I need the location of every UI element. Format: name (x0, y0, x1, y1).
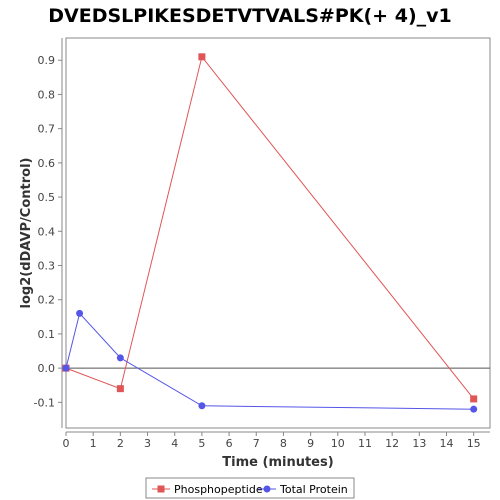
y-tick-label: 0.3 (38, 260, 56, 273)
x-tick-label: 4 (171, 437, 178, 450)
legend-item: Phosphopeptide (152, 483, 263, 496)
y-tick-label: -0.1 (34, 396, 55, 409)
legend-marker (263, 485, 271, 493)
legend-label: Phosphopeptide (174, 483, 263, 496)
legend-box (145, 477, 355, 499)
x-tick-label: 9 (307, 437, 314, 450)
y-tick-label: 0.4 (38, 225, 56, 238)
x-tick-label: 1 (90, 437, 97, 450)
data-point (76, 309, 84, 317)
series-line (65, 55, 475, 400)
x-tick-label: 7 (253, 437, 260, 450)
data-point (470, 405, 478, 413)
series-layer (62, 53, 478, 413)
y-tick-label: 0.2 (38, 294, 56, 307)
legend-item: Total Protein (258, 483, 348, 496)
y-tick-label: 0.7 (38, 123, 56, 136)
x-tick-label: 3 (144, 437, 151, 450)
data-point (116, 385, 124, 393)
x-axis-ticks: 0 1 2 3 4 5 6 7 8 9 10 11 12 13 14 15 (63, 432, 481, 450)
x-tick-label: 15 (467, 437, 481, 450)
x-tick-label: 14 (440, 437, 454, 450)
data-point (116, 354, 124, 362)
y-axis-label: log2(dDAVP/Control) (19, 158, 34, 309)
y-tick-label: 0.9 (38, 54, 56, 67)
y-tick-label: 0.8 (38, 88, 56, 101)
x-tick-label: 0 (63, 437, 70, 450)
y-tick-label: 0.6 (38, 157, 56, 170)
x-tick-label: 8 (280, 437, 287, 450)
y-axis-ticks: -0.1 0.0 0.1 0.2 0.3 0.4 0.5 0.6 0.7 0.8 0.9 (34, 54, 62, 409)
x-tick-label: 10 (331, 437, 345, 450)
x-tick-label: 5 (198, 437, 205, 450)
y-tick-label: 0.1 (38, 328, 56, 341)
plot-frame (65, 37, 491, 429)
x-tick-label: 6 (226, 437, 233, 450)
y-tick-label: 0.5 (38, 191, 56, 204)
data-point (62, 364, 70, 372)
data-point (198, 53, 206, 61)
chart-title: DVEDSLPIKESDETVTVALS#PK(+ 4)_v1 (48, 5, 451, 27)
y-tick-label: 0.0 (38, 362, 56, 375)
legend-label: Total Protein (279, 483, 348, 496)
x-tick-label: 2 (117, 437, 124, 450)
series-total-protein (62, 309, 478, 413)
data-point (198, 402, 206, 410)
x-tick-label: 13 (412, 437, 426, 450)
legend-marker (157, 485, 165, 493)
x-tick-label: 12 (385, 437, 399, 450)
data-point (470, 395, 478, 403)
x-axis-label: Time (minutes) (222, 455, 333, 470)
x-tick-label: 11 (358, 437, 372, 450)
legend: Phosphopeptide Total Protein (145, 477, 355, 499)
